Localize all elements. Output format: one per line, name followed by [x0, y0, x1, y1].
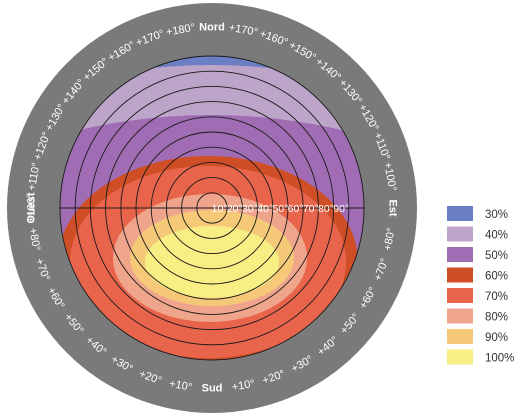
azimuth-label: +10° — [168, 378, 193, 394]
elevation-label: 40° — [257, 203, 273, 215]
zone-100 — [145, 226, 279, 298]
legend-swatch — [447, 308, 473, 324]
legend-label: 80% — [485, 312, 508, 324]
legend-label: 40% — [485, 230, 508, 242]
azimuth-label: +80° — [382, 227, 398, 252]
legend-swatch — [447, 226, 473, 242]
azimuth-label: +100° — [381, 161, 398, 192]
legend-swatch — [447, 206, 473, 221]
legend-label: 60% — [485, 271, 508, 283]
legend-label: 70% — [485, 291, 508, 303]
elevation-label: 80° — [318, 203, 334, 215]
legend-swatch — [447, 288, 473, 303]
azimuth-label: +10° — [231, 378, 256, 394]
azimuth-label: +100° — [26, 193, 38, 222]
elevation-label: 60° — [288, 203, 304, 215]
elevation-label: 70° — [303, 203, 319, 215]
cardinal-south: Sud — [202, 383, 223, 395]
azimuth-label: +80° — [26, 227, 42, 252]
elevation-circles — [59, 55, 365, 361]
elevation-label: 10° — [212, 203, 228, 215]
cardinal-north: Nord — [199, 22, 225, 34]
legend-label: 100% — [485, 353, 514, 365]
legend-swatch — [447, 329, 473, 344]
legend-swatch — [447, 247, 473, 262]
cardinal-east: Est — [387, 199, 399, 216]
azimuth-label: +180° — [165, 22, 196, 39]
legend-label: 90% — [485, 332, 508, 344]
elevation-labels: 10° 20° 30° 40° 50° 60° 70° 80° 90° — [212, 203, 349, 215]
irradiation-zones — [60, 56, 364, 360]
legend: 30% 40% 50% 60% 70% 80% 90% 100% — [447, 206, 514, 365]
legend-swatch — [447, 267, 473, 283]
cardinal-west: Ouest — [26, 192, 38, 224]
elevation-label: 90° — [333, 203, 349, 215]
elevation-label: 50° — [272, 203, 288, 215]
elevation-label: 20° — [227, 203, 243, 215]
legend-label: 50% — [485, 250, 508, 262]
legend-label: 30% — [485, 209, 508, 221]
legend-swatch — [447, 349, 473, 365]
azimuth-label: +110° — [26, 162, 43, 192]
azimuth-label: +170° — [228, 22, 259, 39]
elevation-label: 30° — [242, 203, 258, 215]
